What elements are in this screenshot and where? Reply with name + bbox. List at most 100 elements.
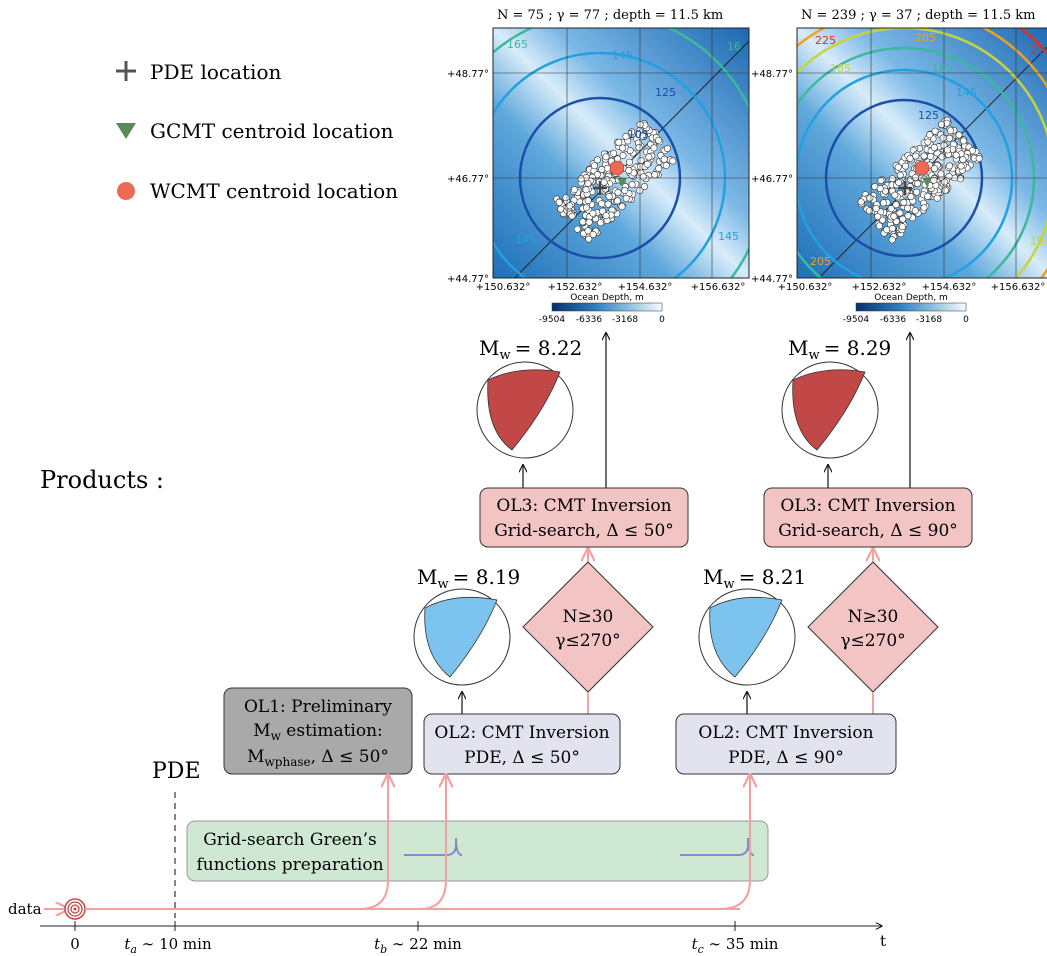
colorbar-tick: 0 — [963, 315, 969, 325]
aftershock-dot — [892, 201, 900, 209]
aftershock-dot — [937, 170, 945, 178]
aftershock-dot — [613, 197, 621, 205]
legend-wcmt-label: WCMT centroid location — [150, 179, 398, 203]
band-line1: Grid-search Green’s — [203, 830, 377, 850]
map-right-gridlines — [797, 28, 1047, 278]
lon-label: +156.632° — [991, 282, 1046, 293]
colorbar-tick: -6336 — [576, 315, 602, 325]
aftershock-dot — [602, 212, 610, 220]
aftershock-dot — [637, 157, 645, 165]
timeline: data t 0 ta ∼ 10 min tb ∼ 22 min tc ∼ 35… — [8, 775, 886, 956]
aftershock-dot — [898, 223, 906, 231]
aftershock-dot — [930, 144, 938, 152]
contour-label: 145 — [956, 86, 977, 99]
aftershock-dot — [866, 194, 874, 202]
aftershock-dot — [878, 216, 886, 224]
lat-label: +46.77° — [751, 174, 793, 185]
aftershock-dot — [585, 218, 593, 226]
lon-label: +154.632° — [618, 282, 673, 293]
mw-label: Mw = 8.21 — [703, 565, 806, 592]
aftershock-dot — [605, 193, 613, 201]
colorbar-title: Ocean Depth, m — [570, 293, 644, 303]
aftershock-dot — [635, 144, 643, 152]
aftershock-dot — [570, 186, 578, 194]
aftershock-dot — [947, 127, 955, 135]
aftershock-dot — [589, 209, 597, 217]
contour-label: 165 — [507, 38, 528, 51]
aftershock-dot — [955, 131, 963, 139]
aftershock-dot — [584, 197, 592, 205]
beachball-ol3-right: Mw = 8.29 — [781, 336, 891, 459]
map-left-title: N = 75 ; γ = 77 ; depth = 11.5 km — [497, 8, 723, 23]
colorbar-title: Ocean Depth, m — [874, 293, 948, 303]
ol1-box: OL1: Preliminary Mw estimation: Mwphase,… — [223, 687, 413, 775]
aftershock-dot — [900, 199, 908, 207]
aftershock-dot — [894, 163, 902, 171]
aftershock-dot — [891, 191, 899, 199]
aftershock-dot — [568, 212, 576, 220]
contour-label: 22 — [1030, 44, 1044, 57]
colorbar-tick: -9504 — [539, 315, 565, 325]
lon-label: +156.632° — [691, 282, 746, 293]
pde-label: PDE — [152, 759, 201, 784]
colorbar-tick: -3168 — [916, 315, 942, 325]
map-right-title: N = 239 ; γ = 37 ; depth = 11.5 km — [801, 8, 1035, 23]
aftershock-dot — [596, 219, 604, 227]
legend-pde-label: PDE location — [150, 60, 281, 84]
aftershock-dot — [557, 205, 565, 213]
ol2-left-line2: PDE, Δ ≤ 50° — [464, 748, 580, 768]
criteria-diamond-right: N≥30 γ≤270° — [807, 561, 939, 693]
aftershock-dot — [941, 178, 949, 186]
aftershock-dot — [655, 164, 663, 172]
aftershock-dot — [604, 200, 612, 208]
aftershock-dot — [920, 204, 928, 212]
pde-cross-icon — [116, 61, 136, 81]
data-label: data — [8, 900, 42, 918]
aftershock-dot — [865, 207, 873, 215]
contour-label: 225 — [815, 34, 836, 47]
aftershock-dot — [945, 134, 953, 142]
lon-label: +150.632° — [476, 282, 531, 293]
aftershock-dot — [651, 171, 659, 179]
mw-label: Mw = 8.19 — [417, 565, 520, 592]
map-left-gridlines — [493, 28, 749, 278]
aftershock-dot — [903, 204, 911, 212]
wcmt-location-marker — [914, 160, 930, 176]
aftershock-dot — [888, 236, 896, 244]
contour-label: 165 — [932, 62, 953, 75]
aftershock-dot — [877, 176, 885, 184]
aftershock-dot — [626, 147, 634, 155]
lon-label: +152.632° — [548, 282, 603, 293]
aftershock-dot — [901, 162, 909, 170]
axis-t-label: t — [880, 932, 886, 950]
aftershock-dot — [582, 204, 590, 212]
aftershock-dot — [593, 156, 601, 164]
aftershock-dot — [890, 212, 898, 220]
contour-label: 145 — [612, 49, 633, 62]
aftershock-dot — [663, 145, 671, 153]
aftershock-dot — [926, 152, 934, 160]
lat-label: +44.77° — [447, 274, 489, 285]
aftershock-dot — [650, 144, 658, 152]
contour-label: 145 — [718, 230, 739, 243]
aftershock-dot — [895, 179, 903, 187]
criteria-diamond-left: N≥30 γ≤270° — [522, 561, 654, 693]
lat-label: +44.77° — [751, 274, 793, 285]
aftershock-dot — [887, 205, 895, 213]
legend-gcmt-label: GCMT centroid location — [150, 119, 394, 143]
aftershock-dot — [938, 120, 946, 128]
tick-label: ta ∼ 10 min — [124, 935, 212, 956]
pde-location-marker — [593, 181, 607, 195]
products-label: Products : — [40, 466, 164, 494]
aftershock-dot — [655, 136, 663, 144]
aftershock-dot — [621, 186, 629, 194]
pink-branch-ol2-right — [719, 775, 750, 910]
aftershock-dot — [896, 209, 904, 217]
aftershock-dot — [669, 157, 677, 165]
ol2-right-line2: PDE, Δ ≤ 90° — [728, 748, 844, 768]
aftershock-dot — [600, 178, 608, 186]
diamond-left-line2: γ≤270° — [555, 631, 620, 651]
aftershock-dot — [625, 166, 633, 174]
aftershock-dot — [874, 213, 882, 221]
pink-branch-ol2-left — [419, 775, 446, 910]
